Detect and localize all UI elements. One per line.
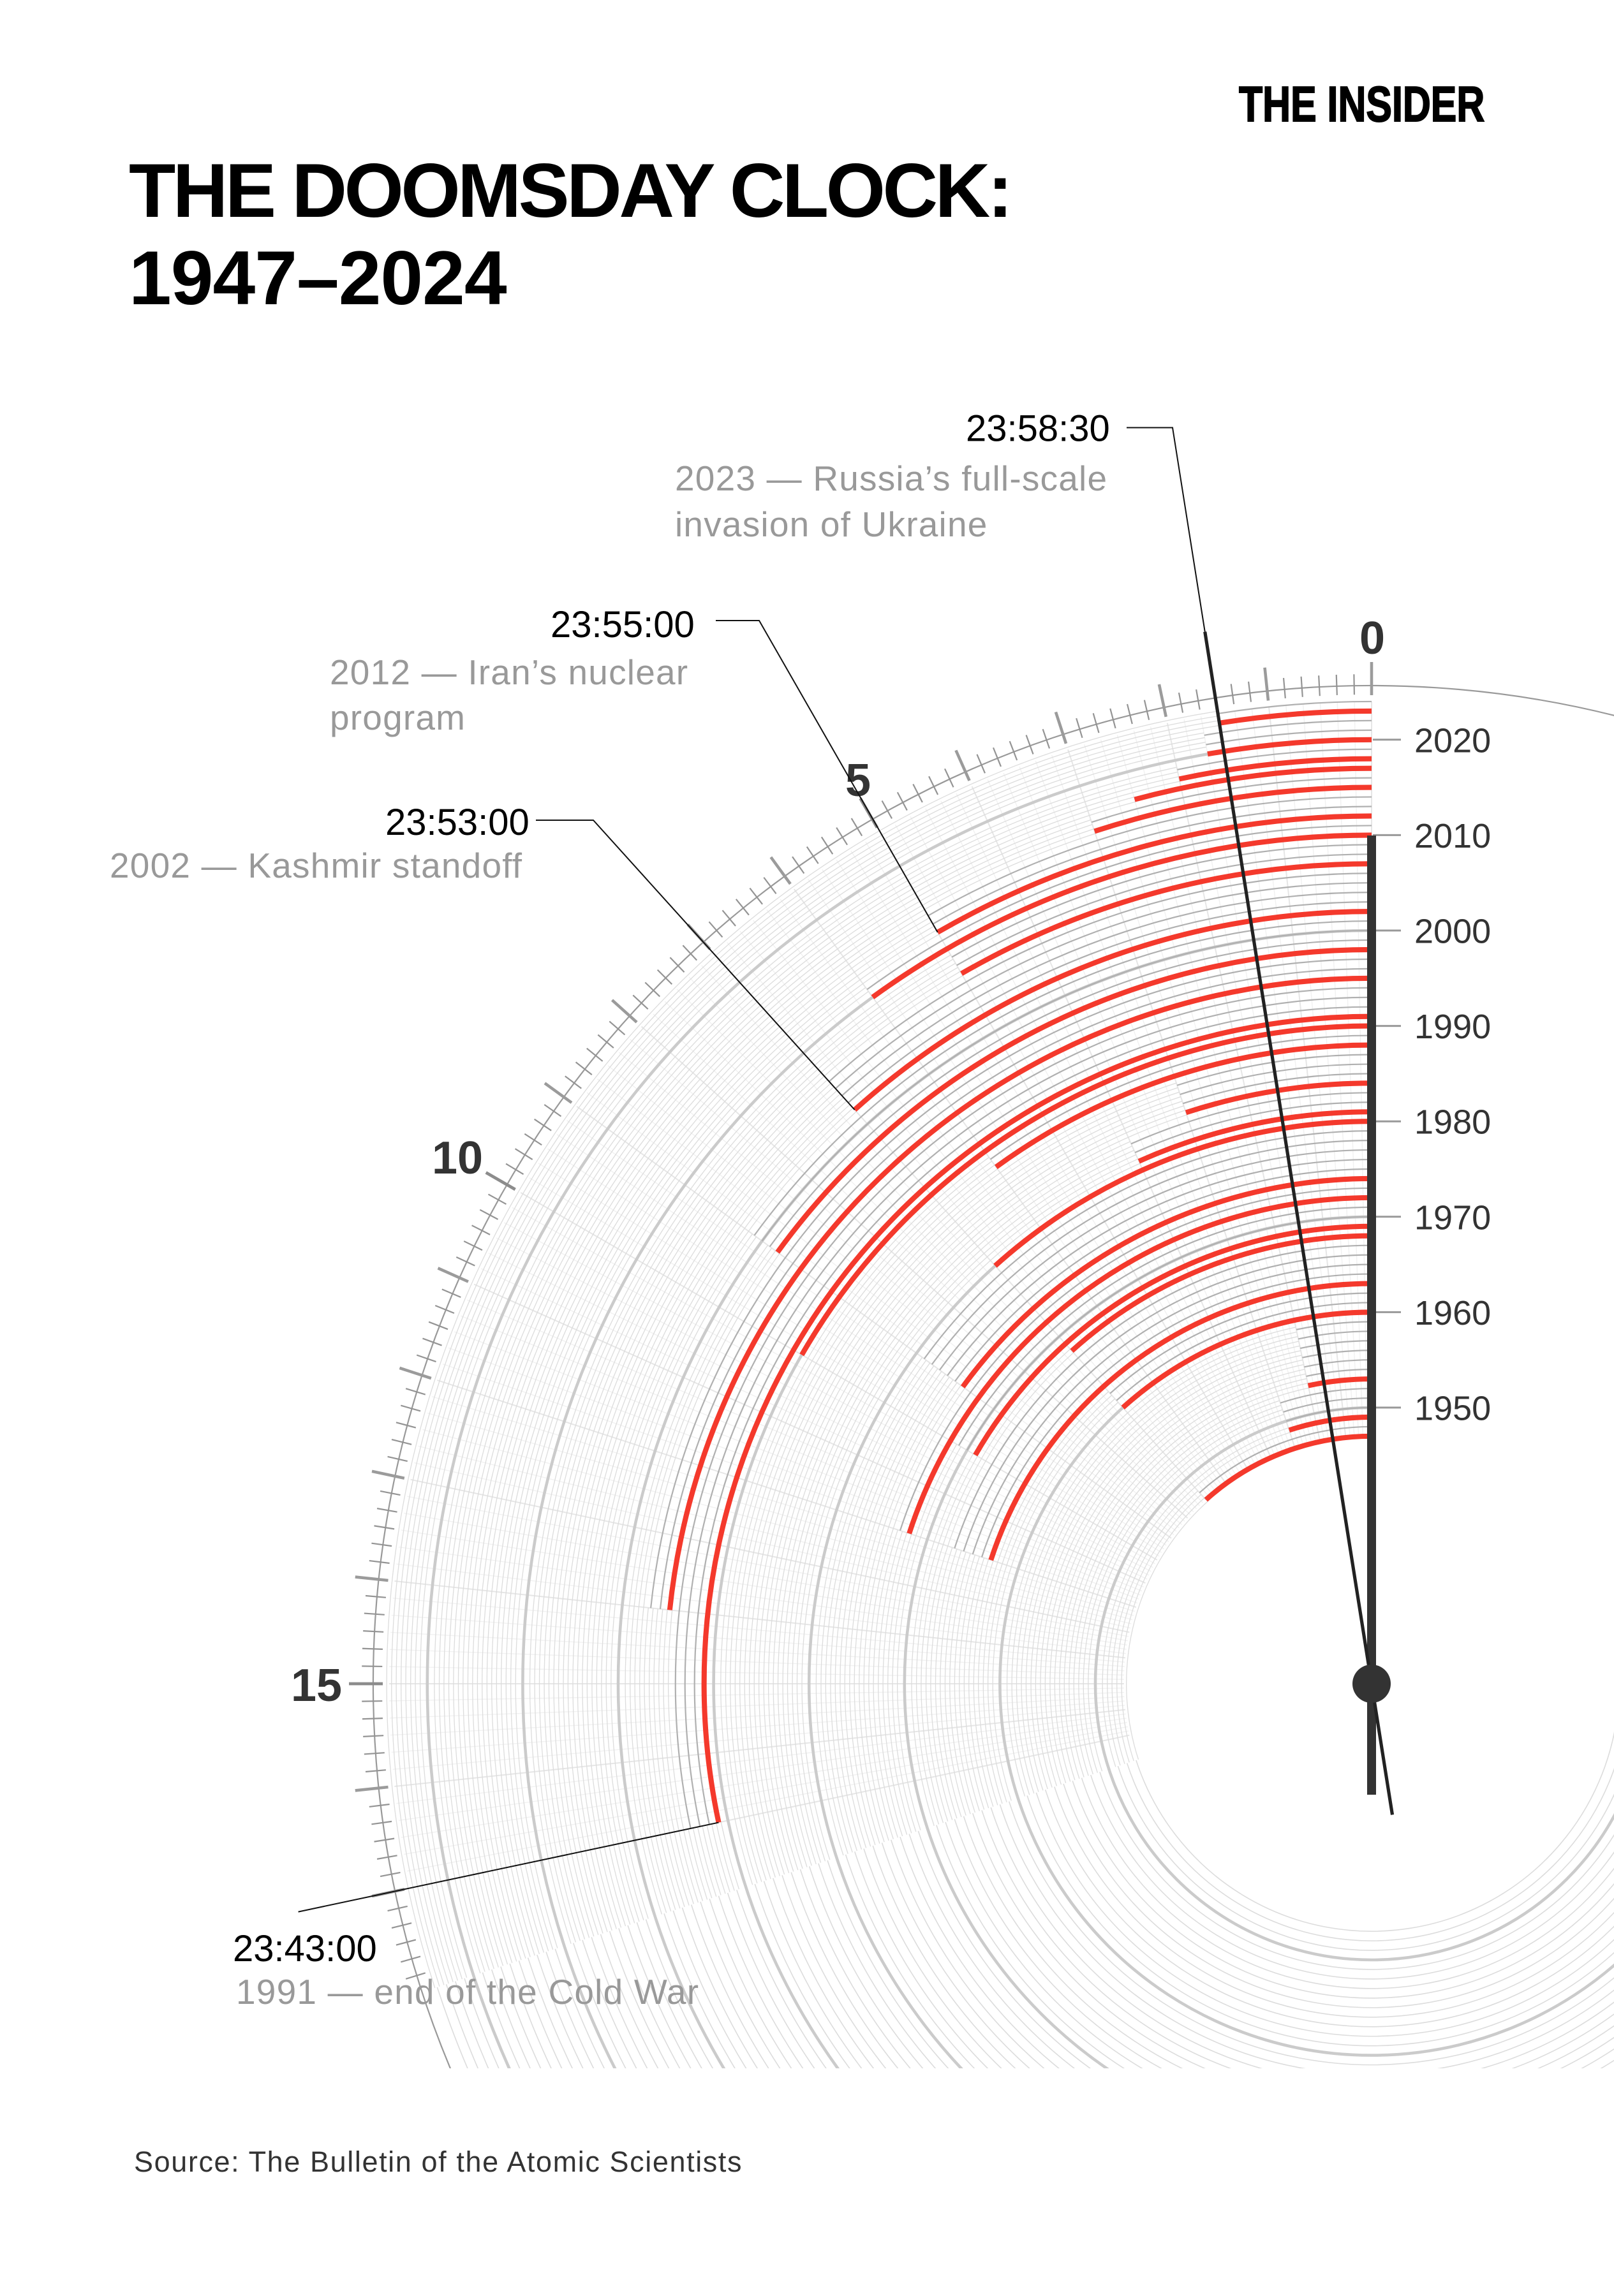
svg-text:1990: 1990 [1414, 1008, 1491, 1046]
svg-text:23:43:00: 23:43:00 [233, 1928, 377, 1969]
svg-text:THE INSIDER: THE INSIDER [1239, 77, 1484, 132]
svg-text:1960: 1960 [1414, 1294, 1491, 1332]
svg-text:2002 — Kashmir standoff: 2002 — Kashmir standoff [110, 846, 522, 885]
svg-text:10: 10 [432, 1133, 483, 1184]
svg-text:23:55:00: 23:55:00 [551, 604, 695, 645]
svg-text:program: program [330, 698, 466, 737]
svg-text:1991 — end of the Cold War: 1991 — end of the Cold War [236, 1972, 699, 2012]
svg-text:invasion of Ukraine: invasion of Ukraine [675, 504, 988, 544]
svg-text:1947–2024: 1947–2024 [129, 235, 507, 321]
svg-text:2020: 2020 [1414, 721, 1491, 760]
svg-text:0: 0 [1359, 613, 1385, 664]
svg-text:THE DOOMSDAY CLOCK:: THE DOOMSDAY CLOCK: [129, 148, 1010, 233]
svg-text:2023 — Russia’s full-scale: 2023 — Russia’s full-scale [675, 459, 1107, 498]
svg-text:23:58:30: 23:58:30 [966, 408, 1110, 450]
svg-text:1980: 1980 [1414, 1103, 1491, 1142]
svg-text:2012 — Iran’s nuclear: 2012 — Iran’s nuclear [330, 652, 688, 692]
svg-text:2010: 2010 [1414, 817, 1491, 855]
svg-text:2000: 2000 [1414, 913, 1491, 951]
svg-text:23:53:00: 23:53:00 [385, 802, 529, 843]
svg-text:5: 5 [845, 755, 871, 806]
svg-text:15: 15 [291, 1660, 342, 1711]
svg-text:1970: 1970 [1414, 1198, 1491, 1237]
svg-text:Source: The Bulletin of the At: Source: The Bulletin of the Atomic Scien… [134, 2145, 743, 2178]
svg-text:1950: 1950 [1414, 1390, 1491, 1428]
